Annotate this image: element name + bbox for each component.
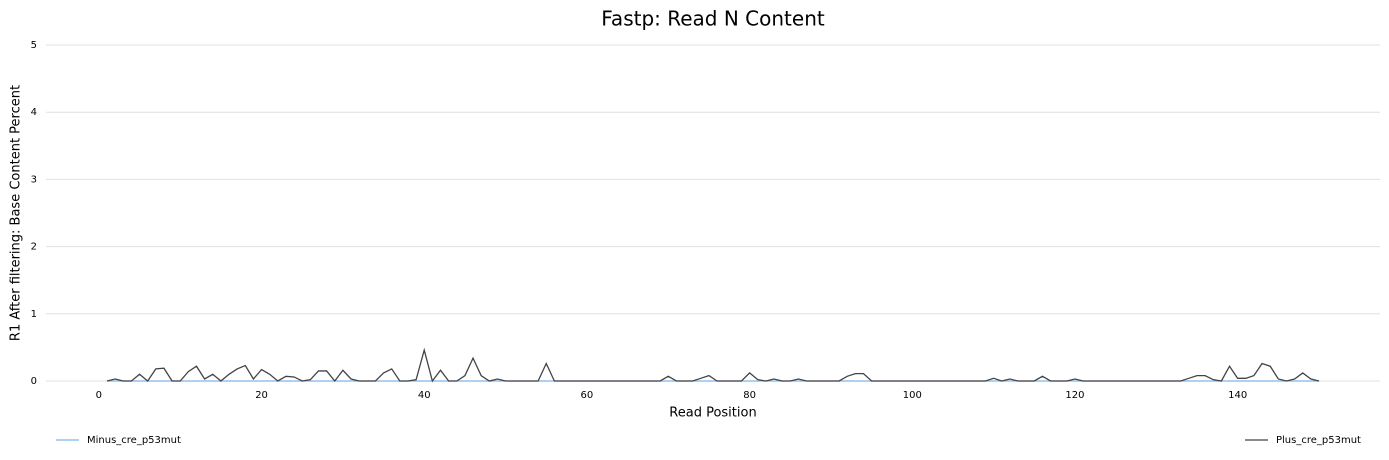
x-tick-label: 80 [743,390,756,401]
series-line [106,347,1320,383]
y-tick-label: 4 [31,107,37,118]
x-tick-label: 60 [581,390,594,401]
y-tick-label: 2 [31,242,37,253]
x-tick-label: 120 [1065,390,1084,401]
y-tick-label: 3 [31,174,37,185]
x-tick-label: 20 [255,390,268,401]
x-tick-label: 100 [903,390,922,401]
y-tick-label: 1 [31,309,37,320]
y-tick-label: 0 [31,376,37,387]
y-tick-label: 5 [31,40,37,51]
legend-label: Minus_cre_p53mut [87,435,181,446]
chart-title: Fastp: Read N Content [601,7,825,31]
x-tick-label: 40 [418,390,431,401]
x-tick-label: 0 [96,390,102,401]
legend-label: Plus_cre_p53mut [1276,435,1361,446]
x-axis-title: Read Position [669,406,756,421]
x-tick-label: 140 [1228,390,1247,401]
y-axis-title: R1 After filtering: Base Content Percent [9,85,24,341]
